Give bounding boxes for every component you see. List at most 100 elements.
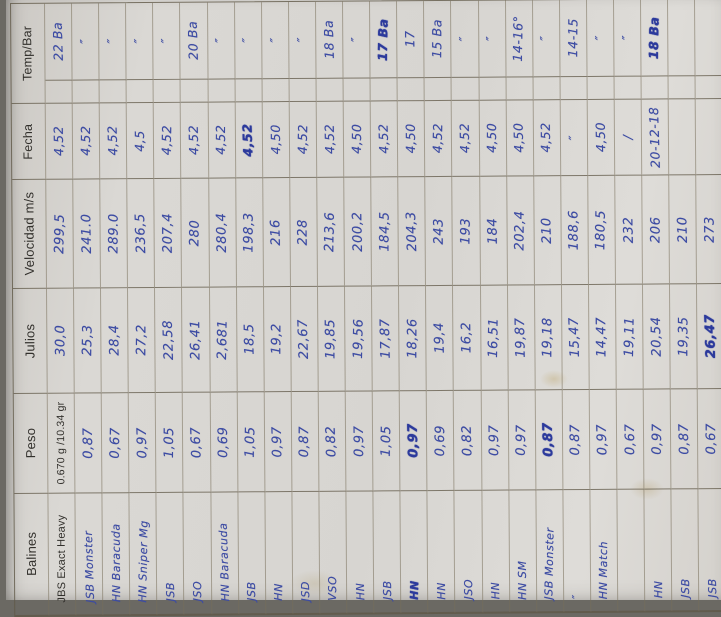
velocidad-cell-23: 206 [642, 175, 671, 285]
bar-cell-22 [614, 76, 642, 100]
bar-cell-9 [262, 79, 290, 103]
peso-cell-18: 0,97 [508, 390, 537, 491]
peso-cell-9: 0,97 [264, 392, 293, 493]
velocidad-cell-4: 236,5 [127, 178, 156, 289]
temp-cell-18: 14-16° [505, 0, 534, 78]
julios-cell-3: 28,4 [101, 288, 130, 394]
velocidad-cell-24: 210 [669, 175, 698, 285]
fecha-cell-4: 4,5 [126, 102, 155, 180]
row-header-peso: Peso [13, 393, 49, 494]
peso-cell-6: 0,67 [183, 392, 211, 493]
paper-sheet [6, 0, 721, 600]
peso-cell-16: 0,82 [454, 390, 482, 491]
velocidad-cell-14: 204,3 [398, 177, 427, 287]
temp-cell-19: ″ [532, 0, 561, 78]
fecha-cell-23: 20-12-18 [641, 99, 670, 176]
julios-cell-22: 19,11 [615, 284, 644, 390]
fecha-cell-25 [695, 99, 721, 176]
bar-cell-4 [126, 79, 155, 104]
row-header-velocidad: Velocidad m/s [12, 179, 47, 289]
velocidad-cell-19: 210 [533, 176, 562, 286]
peso-cell-14: 0,97 [399, 391, 428, 492]
row-header-temp: Temp/Bar [11, 3, 46, 104]
peso-cell-21: 0,97 [589, 389, 618, 490]
row-header-balines: Balines [14, 493, 50, 616]
bar-cell-14 [397, 78, 426, 102]
balines-cell-22 [617, 489, 646, 612]
velocidad-cell-7: 280,4 [208, 178, 237, 288]
velocidad-cell-3: 289.0 [100, 179, 129, 289]
peso-cell-20: 0,87 [562, 389, 591, 491]
balines-cell-9: HN [265, 492, 294, 615]
bar-cell-25 [695, 76, 721, 100]
fecha-cell-12: 4,50 [343, 101, 372, 178]
bar-cell-21 [587, 76, 615, 100]
temp-cell-13: 17 Ba [370, 1, 398, 79]
fecha-cell-9: 4,50 [262, 102, 291, 179]
fecha-cell-22: / [614, 99, 643, 176]
log-grid: Temp/Bar 22 Ba ″ ″ ″ ″ 20 Ba ″ ″ ″ ″ 18 Ba ″ 17 Ba 17 1… [10, 0, 721, 617]
velocidad-cell-2: 241.0 [73, 179, 102, 289]
balines-cell-15: HN [427, 490, 456, 614]
balines-cell-14: HN [400, 491, 429, 614]
velocidad-cell-17: 184 [479, 176, 508, 286]
julios-cell-21: 14,47 [588, 284, 617, 390]
velocidad-cell-20: 188,6 [561, 175, 589, 286]
bar-cell-3 [99, 80, 127, 104]
bar-cell-17 [479, 77, 507, 101]
balines-cell-7: HN Baracuda [210, 492, 239, 615]
velocidad-cell-5: 207,4 [154, 178, 183, 288]
peso-cell-8: 1,05 [237, 392, 266, 493]
velocidad-cell-13: 184,5 [371, 177, 400, 287]
fecha-cell-13: 4,52 [370, 101, 399, 178]
temp-cell-16: ″ [451, 0, 480, 78]
balines-cell-2: JSB Monster [75, 493, 104, 616]
julios-cell-5: 22,58 [155, 287, 184, 393]
julios-cell-1: 30,0 [46, 288, 75, 394]
fecha-cell-1: 4,52 [45, 103, 74, 180]
julios-cell-10: 22,67 [290, 286, 319, 393]
balines-cell-3: HN Baracuda [102, 493, 131, 616]
balines-cell-5: JSB [156, 492, 185, 615]
bar-cell-10 [289, 78, 317, 103]
julios-cell-6: 26,41 [182, 287, 211, 393]
log-table: Temp/Bar 22 Ba ″ ″ ″ ″ 20 Ba ″ ″ ″ ″ 18 Ba ″ 17 Ba 17 1… [10, 0, 721, 617]
julios-cell-18: 19,87 [507, 285, 536, 391]
temp-cell-6: 20 Ba [180, 2, 209, 80]
temp-cell-5: ″ [153, 2, 182, 80]
peso-cell-7: 0,69 [210, 392, 239, 493]
fecha-cell-8: 4,52 [235, 102, 263, 179]
peso-cell-11: 0,82 [318, 391, 347, 492]
peso-cell-1: 0.670 g /10.34 gr [47, 393, 76, 494]
julios-cell-17: 16,51 [480, 285, 509, 391]
peso-cell-10: 0,87 [291, 391, 320, 493]
julios-cell-12: 19,56 [345, 286, 373, 392]
julios-cell-13: 17,87 [372, 286, 400, 392]
temp-cell-20: 14-15 [559, 0, 588, 78]
temp-cell-4: ″ [126, 2, 154, 81]
balines-cell-11: VSO [319, 491, 348, 614]
bar-cell-15 [424, 77, 453, 102]
temp-cell-1: 22 Ba [45, 3, 73, 81]
temp-cell-14: 17 [397, 1, 425, 79]
velocidad-cell-22: 232 [615, 175, 644, 285]
bar-cell-6 [181, 79, 209, 103]
julios-cell-9: 19,2 [263, 287, 292, 393]
velocidad-cell-11: 213,6 [317, 177, 346, 287]
bar-cell-20 [560, 76, 588, 101]
fecha-cell-19: 4,52 [533, 100, 562, 177]
bar-cell-7 [208, 79, 236, 103]
temp-cell-12: ″ [343, 1, 371, 79]
julios-cell-23: 20,54 [643, 284, 671, 390]
fecha-cell-10: 4,52 [289, 101, 318, 179]
balines-cell-19: JSB Monster [536, 490, 565, 613]
fecha-cell-2: 4,52 [72, 103, 101, 180]
balines-cell-20: ″ [563, 489, 592, 613]
peso-cell-25: 0,67 [697, 389, 721, 490]
fecha-cell-7: 4,52 [208, 102, 236, 179]
fecha-cell-15: 4,52 [425, 100, 453, 178]
peso-cell-17: 0,97 [481, 390, 510, 491]
peso-cell-15: 0,69 [427, 390, 455, 492]
julios-cell-15: 19,4 [426, 285, 455, 392]
bar-cell-12 [343, 78, 371, 102]
